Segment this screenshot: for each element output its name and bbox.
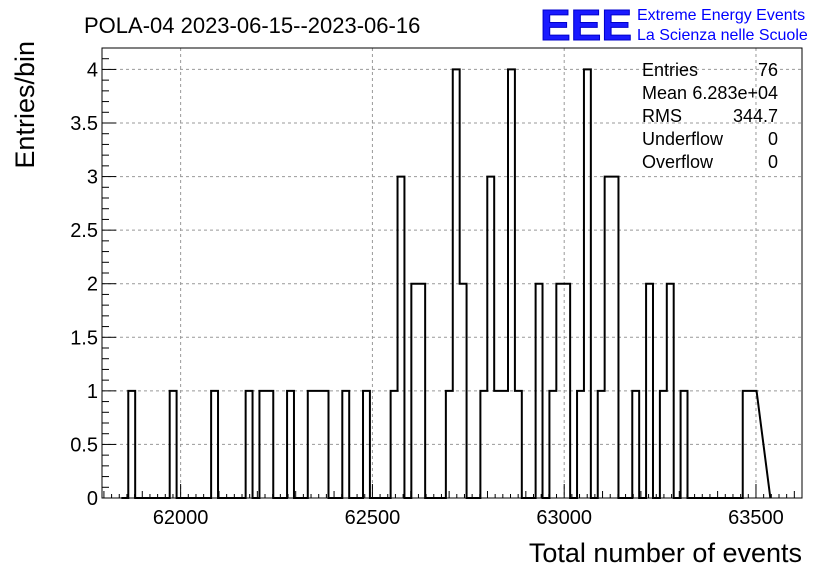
- y-tick-label: 2: [87, 274, 98, 296]
- logo: EEE Extreme Energy Events La Scienza nel…: [540, 1, 808, 51]
- stats-rms-label: RMS: [642, 106, 682, 126]
- logo-line-1: Extreme Energy Events: [637, 7, 805, 24]
- histogram-outline: [121, 68, 772, 499]
- chart-title: POLA-04 2023-06-15--2023-06-16: [84, 13, 420, 38]
- stats-box: Entries 76 Mean 6.283e+04 RMS 344.7 Unde…: [642, 60, 778, 172]
- x-axis-label: Total number of events: [529, 538, 802, 568]
- y-tick-label: 3.5: [70, 113, 98, 135]
- x-tick-label: 62000: [153, 507, 209, 529]
- logo-letters: EEE: [540, 1, 632, 50]
- y-tick-label: 1: [87, 381, 98, 403]
- stats-entries-value: 76: [758, 60, 778, 80]
- stats-entries-label: Entries: [642, 60, 698, 80]
- y-tick-label: 3: [87, 167, 98, 189]
- y-tick-label: 0: [87, 488, 98, 510]
- histogram-bars: [121, 68, 772, 499]
- stats-rms-value: 344.7: [733, 106, 778, 126]
- logo-line-2: La Scienza nelle Scuole: [637, 27, 808, 44]
- stats-underflow-label: Underflow: [642, 129, 724, 149]
- axis-ticks: [102, 47, 795, 499]
- x-tick-label: 63500: [728, 507, 784, 529]
- stats-overflow-value: 0: [768, 152, 778, 172]
- y-tick-label: 0.5: [70, 434, 98, 456]
- x-tick-label: 62500: [345, 507, 401, 529]
- tick-labels: 62000 62500 63000 63500 0 0.5 1 1.5 2 2.5 3 3.5 4: [70, 59, 784, 529]
- stats-mean-label: Mean: [642, 83, 687, 103]
- y-tick-label: 4: [87, 59, 98, 81]
- stats-mean-value: 6.283e+04: [692, 83, 778, 103]
- stats-overflow-label: Overflow: [642, 152, 714, 172]
- stats-underflow-value: 0: [768, 129, 778, 149]
- y-tick-label: 1.5: [70, 327, 98, 349]
- y-axis-label: Entries/bin: [10, 41, 40, 169]
- x-tick-label: 63000: [536, 507, 592, 529]
- y-tick-label: 2.5: [70, 220, 98, 242]
